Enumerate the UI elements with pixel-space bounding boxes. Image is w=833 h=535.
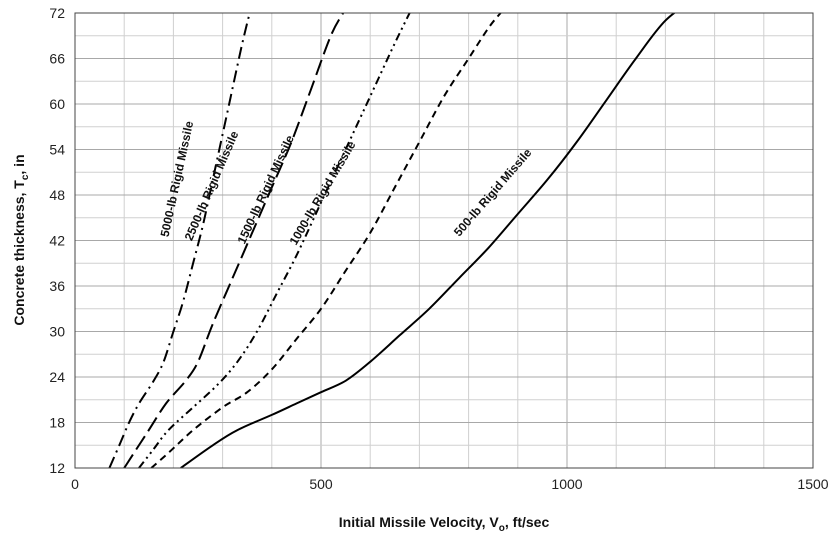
x-axis-title-sub: o xyxy=(499,523,505,534)
y-tick-label: 30 xyxy=(49,324,65,340)
series-lines xyxy=(108,13,676,468)
series-label-4: 500-lb Rigid Missile xyxy=(451,145,535,239)
x-axis-title-tail: , ft/sec xyxy=(505,514,550,530)
series-line-2 xyxy=(138,13,411,468)
y-axis-title: Concrete thickness, Tc, in xyxy=(11,154,31,325)
y-tick-label: 72 xyxy=(49,5,65,21)
y-axis-title-main: Concrete thickness, T xyxy=(11,180,27,326)
y-tick-label: 60 xyxy=(49,96,65,112)
y-axis-title-tail: , in xyxy=(11,154,27,174)
x-tick-label: 500 xyxy=(309,476,333,492)
grid xyxy=(74,12,814,469)
y-tick-label: 12 xyxy=(49,460,65,476)
series-label-3: 1000-lb Rigid Missile xyxy=(286,138,358,247)
y-tick-label: 66 xyxy=(49,51,65,67)
series-line-1 xyxy=(123,13,344,468)
y-tick-label: 36 xyxy=(49,278,65,294)
y-tick-label: 42 xyxy=(49,233,65,249)
series-line-3 xyxy=(150,13,502,468)
y-axis-title-sub: c xyxy=(20,174,31,180)
y-tick-label: 18 xyxy=(49,415,65,431)
x-tick-label: 1000 xyxy=(551,476,582,492)
series-line-0 xyxy=(108,13,251,468)
x-tick-label: 1500 xyxy=(797,476,828,492)
y-tick-label: 24 xyxy=(49,369,65,385)
y-tick-label: 48 xyxy=(49,187,65,203)
y-axis-ticks: 12 18 24 30 36 42 48 54 60 66 72 xyxy=(49,5,65,476)
x-axis-title: Initial Missile Velocity, Vo, ft/sec xyxy=(339,514,550,534)
series-line-4 xyxy=(180,13,676,468)
plot-frame xyxy=(74,12,814,469)
x-axis-title-main: Initial Missile Velocity, V xyxy=(339,514,500,530)
y-tick-label: 54 xyxy=(49,142,65,158)
x-tick-label: 0 xyxy=(71,476,79,492)
x-axis-ticks: 0 500 1000 1500 xyxy=(71,476,829,492)
